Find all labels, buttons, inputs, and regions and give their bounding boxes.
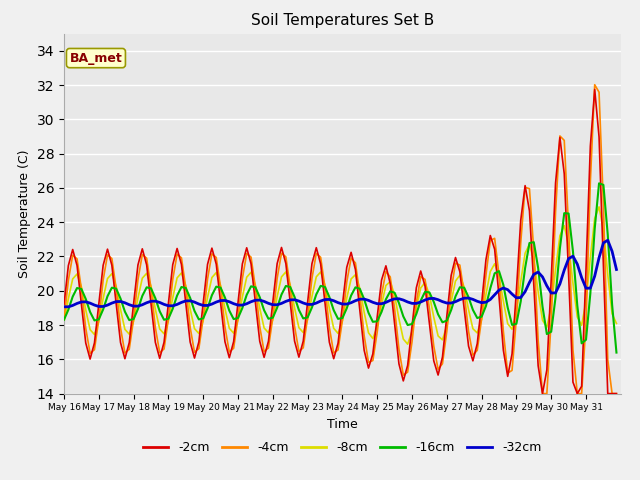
Legend: -2cm, -4cm, -8cm, -16cm, -32cm: -2cm, -4cm, -8cm, -16cm, -32cm (138, 436, 547, 459)
Title: Soil Temperatures Set B: Soil Temperatures Set B (251, 13, 434, 28)
X-axis label: Time: Time (327, 418, 358, 431)
Y-axis label: Soil Temperature (C): Soil Temperature (C) (18, 149, 31, 278)
Text: BA_met: BA_met (70, 51, 122, 65)
